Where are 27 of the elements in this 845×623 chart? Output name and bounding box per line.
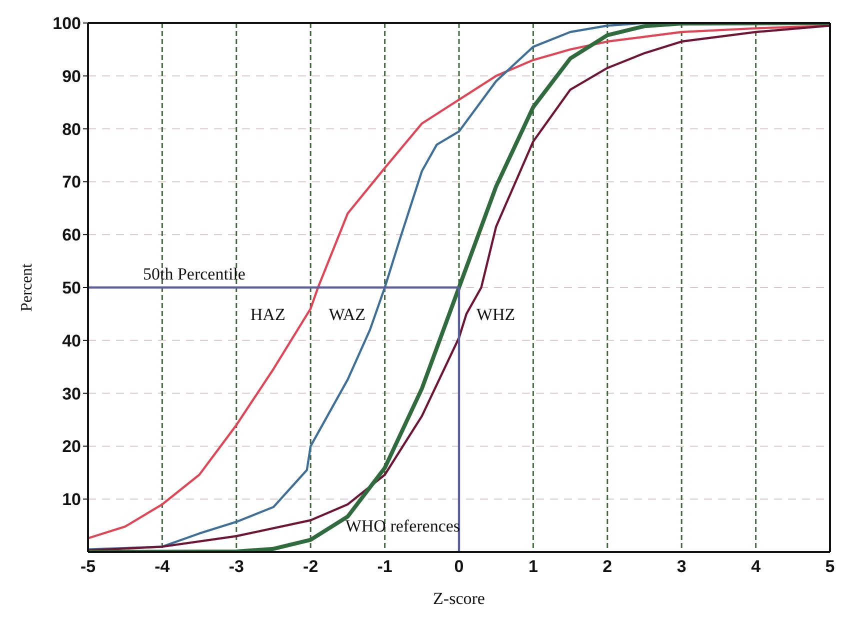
x-tick-label: -1 bbox=[377, 557, 392, 576]
y-tick-label: 90 bbox=[62, 66, 81, 86]
y-tick-label: 50 bbox=[62, 278, 81, 298]
series-label: HAZ bbox=[250, 304, 286, 324]
y-tick-label: 30 bbox=[62, 384, 81, 404]
y-tick-label: 60 bbox=[62, 226, 81, 245]
x-axis-title: Z-score bbox=[433, 589, 485, 608]
x-tick-label: 4 bbox=[751, 557, 762, 576]
annotation: 50th Percentile bbox=[143, 264, 246, 284]
y-tick-label: 40 bbox=[62, 331, 81, 350]
y-axis-title: Percent bbox=[18, 262, 36, 312]
x-tick-label: -3 bbox=[228, 557, 244, 576]
x-tick-label: -2 bbox=[303, 557, 318, 576]
y-tick-label: 70 bbox=[62, 172, 81, 192]
x-tick-label: 1 bbox=[528, 557, 538, 576]
x-tick-label: 2 bbox=[602, 557, 612, 576]
x-tick-label: 0 bbox=[454, 557, 464, 576]
y-tick-label: 100 bbox=[52, 14, 81, 34]
x-tick-label: -4 bbox=[154, 557, 170, 576]
x-tick-label: 5 bbox=[825, 557, 835, 576]
y-tick-label: 20 bbox=[62, 437, 81, 456]
x-tick-label: -5 bbox=[80, 557, 96, 576]
y-tick-label: 80 bbox=[62, 120, 81, 139]
y-tick-label: 10 bbox=[62, 490, 81, 510]
series-label: WHZ bbox=[476, 304, 516, 324]
series-label: WAZ bbox=[328, 304, 366, 324]
x-tick-label: 3 bbox=[676, 557, 686, 576]
